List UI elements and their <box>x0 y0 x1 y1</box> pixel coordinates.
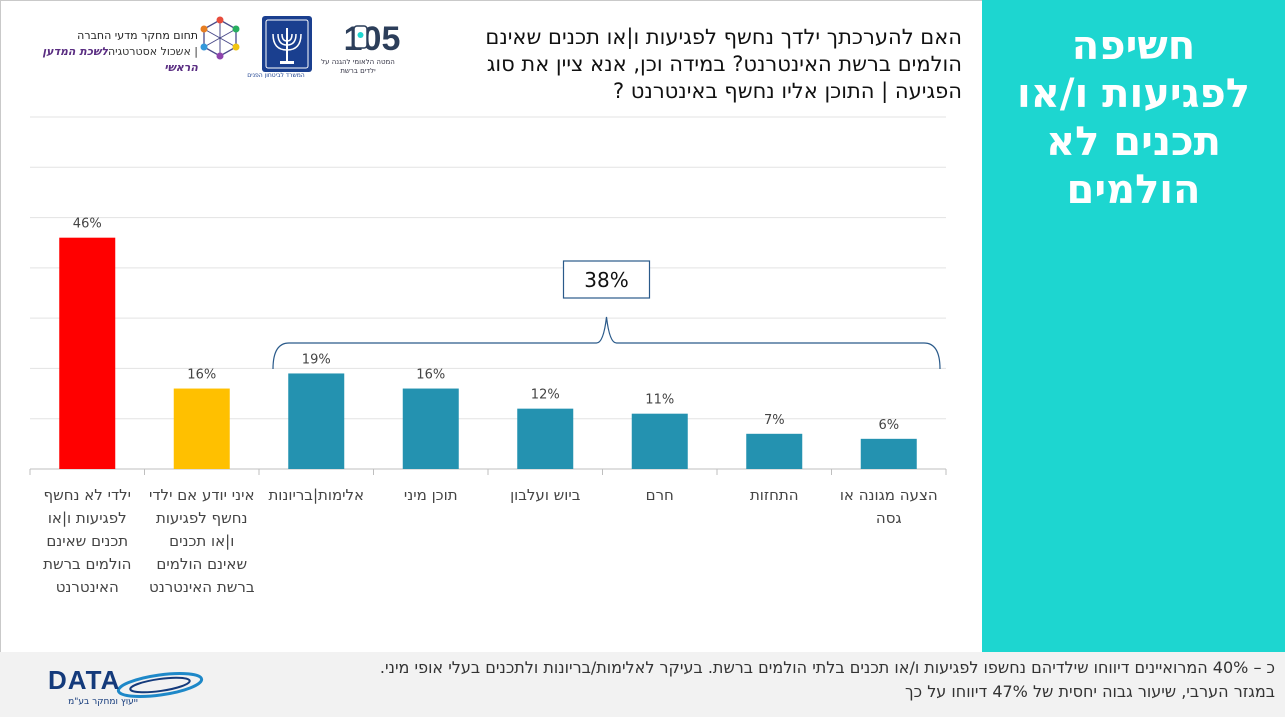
category-label-7: הצעה מגונה או <box>840 486 938 504</box>
title-panel: חשיפה לפגיעות ו/או תכנים לא הולמים <box>982 0 1285 652</box>
bar-2 <box>288 373 345 469</box>
category-label-1: איני יודע אם ילדי <box>149 486 254 504</box>
category-label-1: ו|או תכנים <box>169 532 234 550</box>
brand-name: DATA <box>48 665 121 695</box>
category-label-6: התחזות <box>750 486 799 504</box>
group-total-box <box>562 260 651 299</box>
bar-7 <box>860 438 917 469</box>
bar-1 <box>173 388 230 469</box>
slide-title: חשיפה לפגיעות ו/או תכנים לא הולמים <box>1017 23 1250 213</box>
logos-graphics: 105 <box>200 16 401 72</box>
research-unit-text: תחום מחקר מדעי החברה | אשכול אסטרטגיהלשכ… <box>28 28 198 76</box>
footnote-line2: במגזר הערבי, שיעור גבוה יחסית של 47% דיו… <box>905 682 1275 701</box>
footnote-line1: כ – 40% המרואיינים דיווחו שילדיהם נחשפו … <box>379 658 1275 677</box>
value-label-7: 6% <box>878 418 899 433</box>
value-label-5: 11% <box>645 393 674 408</box>
category-label-0: ילדי לא נחשף <box>43 486 131 504</box>
category-label-4: ביוש ועלבון <box>510 486 581 504</box>
category-label-2: אלימות|בריונות <box>268 486 364 504</box>
survey-question: האם להערכתך ילדך נחשף לפגיעות ו|או תכנים… <box>485 25 962 103</box>
category-label-3: תוכן מיני <box>404 486 458 504</box>
bar-6 <box>746 433 803 469</box>
category-label-5: חרם <box>646 486 674 504</box>
bar-0 <box>59 237 116 469</box>
category-label-0: לפגיעות ו|או <box>48 509 127 527</box>
category-label-0: תכנים שאינם <box>46 532 128 550</box>
bar-5 <box>631 413 688 469</box>
category-label-1: נחשף לפגיעות <box>156 509 248 527</box>
brand-swoosh-icon <box>116 672 204 698</box>
logos-area: 105 תחום מחקר מדעי החברה | אשכול אסטרטגי… <box>14 12 404 82</box>
svg-text:105: 105 <box>344 20 401 58</box>
value-label-1: 16% <box>187 368 216 383</box>
brand-logo: DATA ייעוץ ומחקר בע"מ <box>40 665 210 713</box>
value-label-0: 46% <box>73 217 102 232</box>
research-unit-line2: | אשכול אסטרטגיהלשכת המדען הראשי <box>28 44 198 76</box>
value-label-2: 19% <box>302 352 331 367</box>
research-unit-line2-bold: לשכת המדען הראשי <box>42 45 198 74</box>
network-logo-icon <box>200 16 240 60</box>
group-bracket: 38% <box>272 260 941 370</box>
bar-4 <box>517 408 574 469</box>
group-total-label: 38% <box>584 268 628 292</box>
value-label-3: 16% <box>416 368 445 383</box>
value-label-6: 7% <box>764 413 785 428</box>
emblem-caption: המשרד לביטחון הפנים <box>247 72 305 79</box>
state-emblem-icon <box>262 16 312 72</box>
footer-strip <box>0 652 1285 717</box>
brand-tagline: ייעוץ ומחקר בע"מ <box>68 697 138 707</box>
category-label-7: גסה <box>876 509 902 527</box>
footnote: כ – 40% המרואיינים דיווחו שילדיהם נחשפו … <box>250 656 1275 704</box>
category-label-1: ברשת האינטרנט <box>149 578 255 596</box>
logo-105-icon: 105 <box>344 20 401 58</box>
chart-category-labels: ילדי לא נחשף לפגיעות ו|או תכנים שאינם הולמי… <box>43 486 938 596</box>
value-label-4: 12% <box>531 388 560 403</box>
category-label-1: שאינם הולמים <box>156 555 247 573</box>
chart-bars <box>59 237 917 469</box>
logo-105-caption: המטה הלאומי להגנה על ילדים ברשת <box>321 58 395 75</box>
research-unit-line1: תחום מחקר מדעי החברה <box>77 29 198 42</box>
bar-chart: 46% 16% 19% 16% 12% 11% 7% 6% ילדי לא נחשף לפגיע… <box>29 116 947 596</box>
category-label-0: הולמים ברשת <box>43 555 131 573</box>
category-label-0: האינטרנט <box>56 578 119 596</box>
chart-gridlines <box>29 116 947 475</box>
chart-value-labels: 46% 16% 19% 16% 12% 11% 7% 6% <box>73 217 899 433</box>
research-unit-line2-rest: | אשכול אסטרטגיה <box>107 45 198 58</box>
bar-3 <box>402 388 459 469</box>
group-bracket-line <box>272 316 941 370</box>
